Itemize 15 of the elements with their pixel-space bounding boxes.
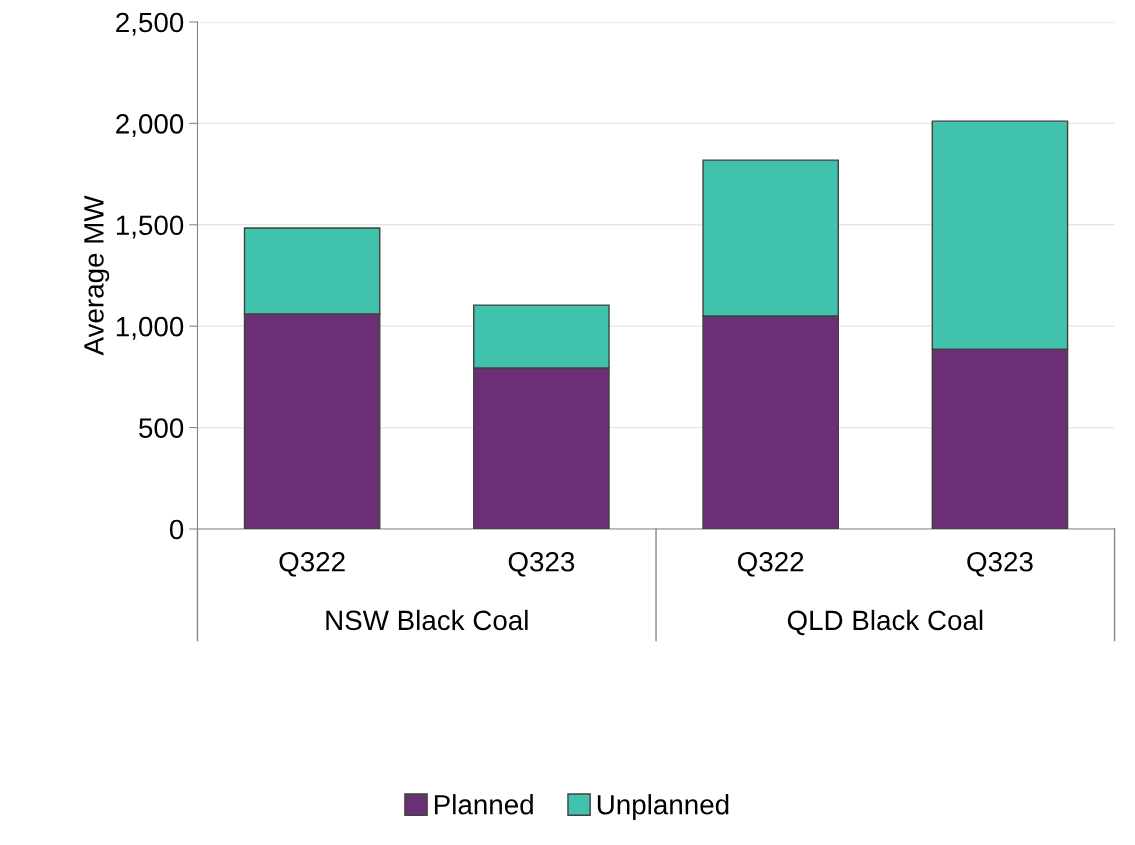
y-tick-label: 0 xyxy=(169,519,184,540)
y-tick-label: 2,500 xyxy=(116,12,184,36)
y-tick-label: 500 xyxy=(139,418,184,438)
x-tick-label: Q323 xyxy=(967,551,1033,577)
y-tick-label: 1,000 xyxy=(116,316,184,340)
x-tick-label: Q323 xyxy=(508,551,575,577)
legend-label: Planned xyxy=(434,794,533,815)
y-tick-label: 2,000 xyxy=(116,114,184,137)
x-tick-label: Q322 xyxy=(279,551,345,577)
legend-label: Unplanned xyxy=(597,794,729,820)
text: NSW Black Coal xyxy=(326,609,528,631)
y-tick-label: 1,500 xyxy=(116,215,184,239)
text: QLD Black Coal xyxy=(787,609,983,636)
y-axis-title: Average MW xyxy=(84,195,110,356)
x-tick-label: Q322 xyxy=(738,551,804,577)
